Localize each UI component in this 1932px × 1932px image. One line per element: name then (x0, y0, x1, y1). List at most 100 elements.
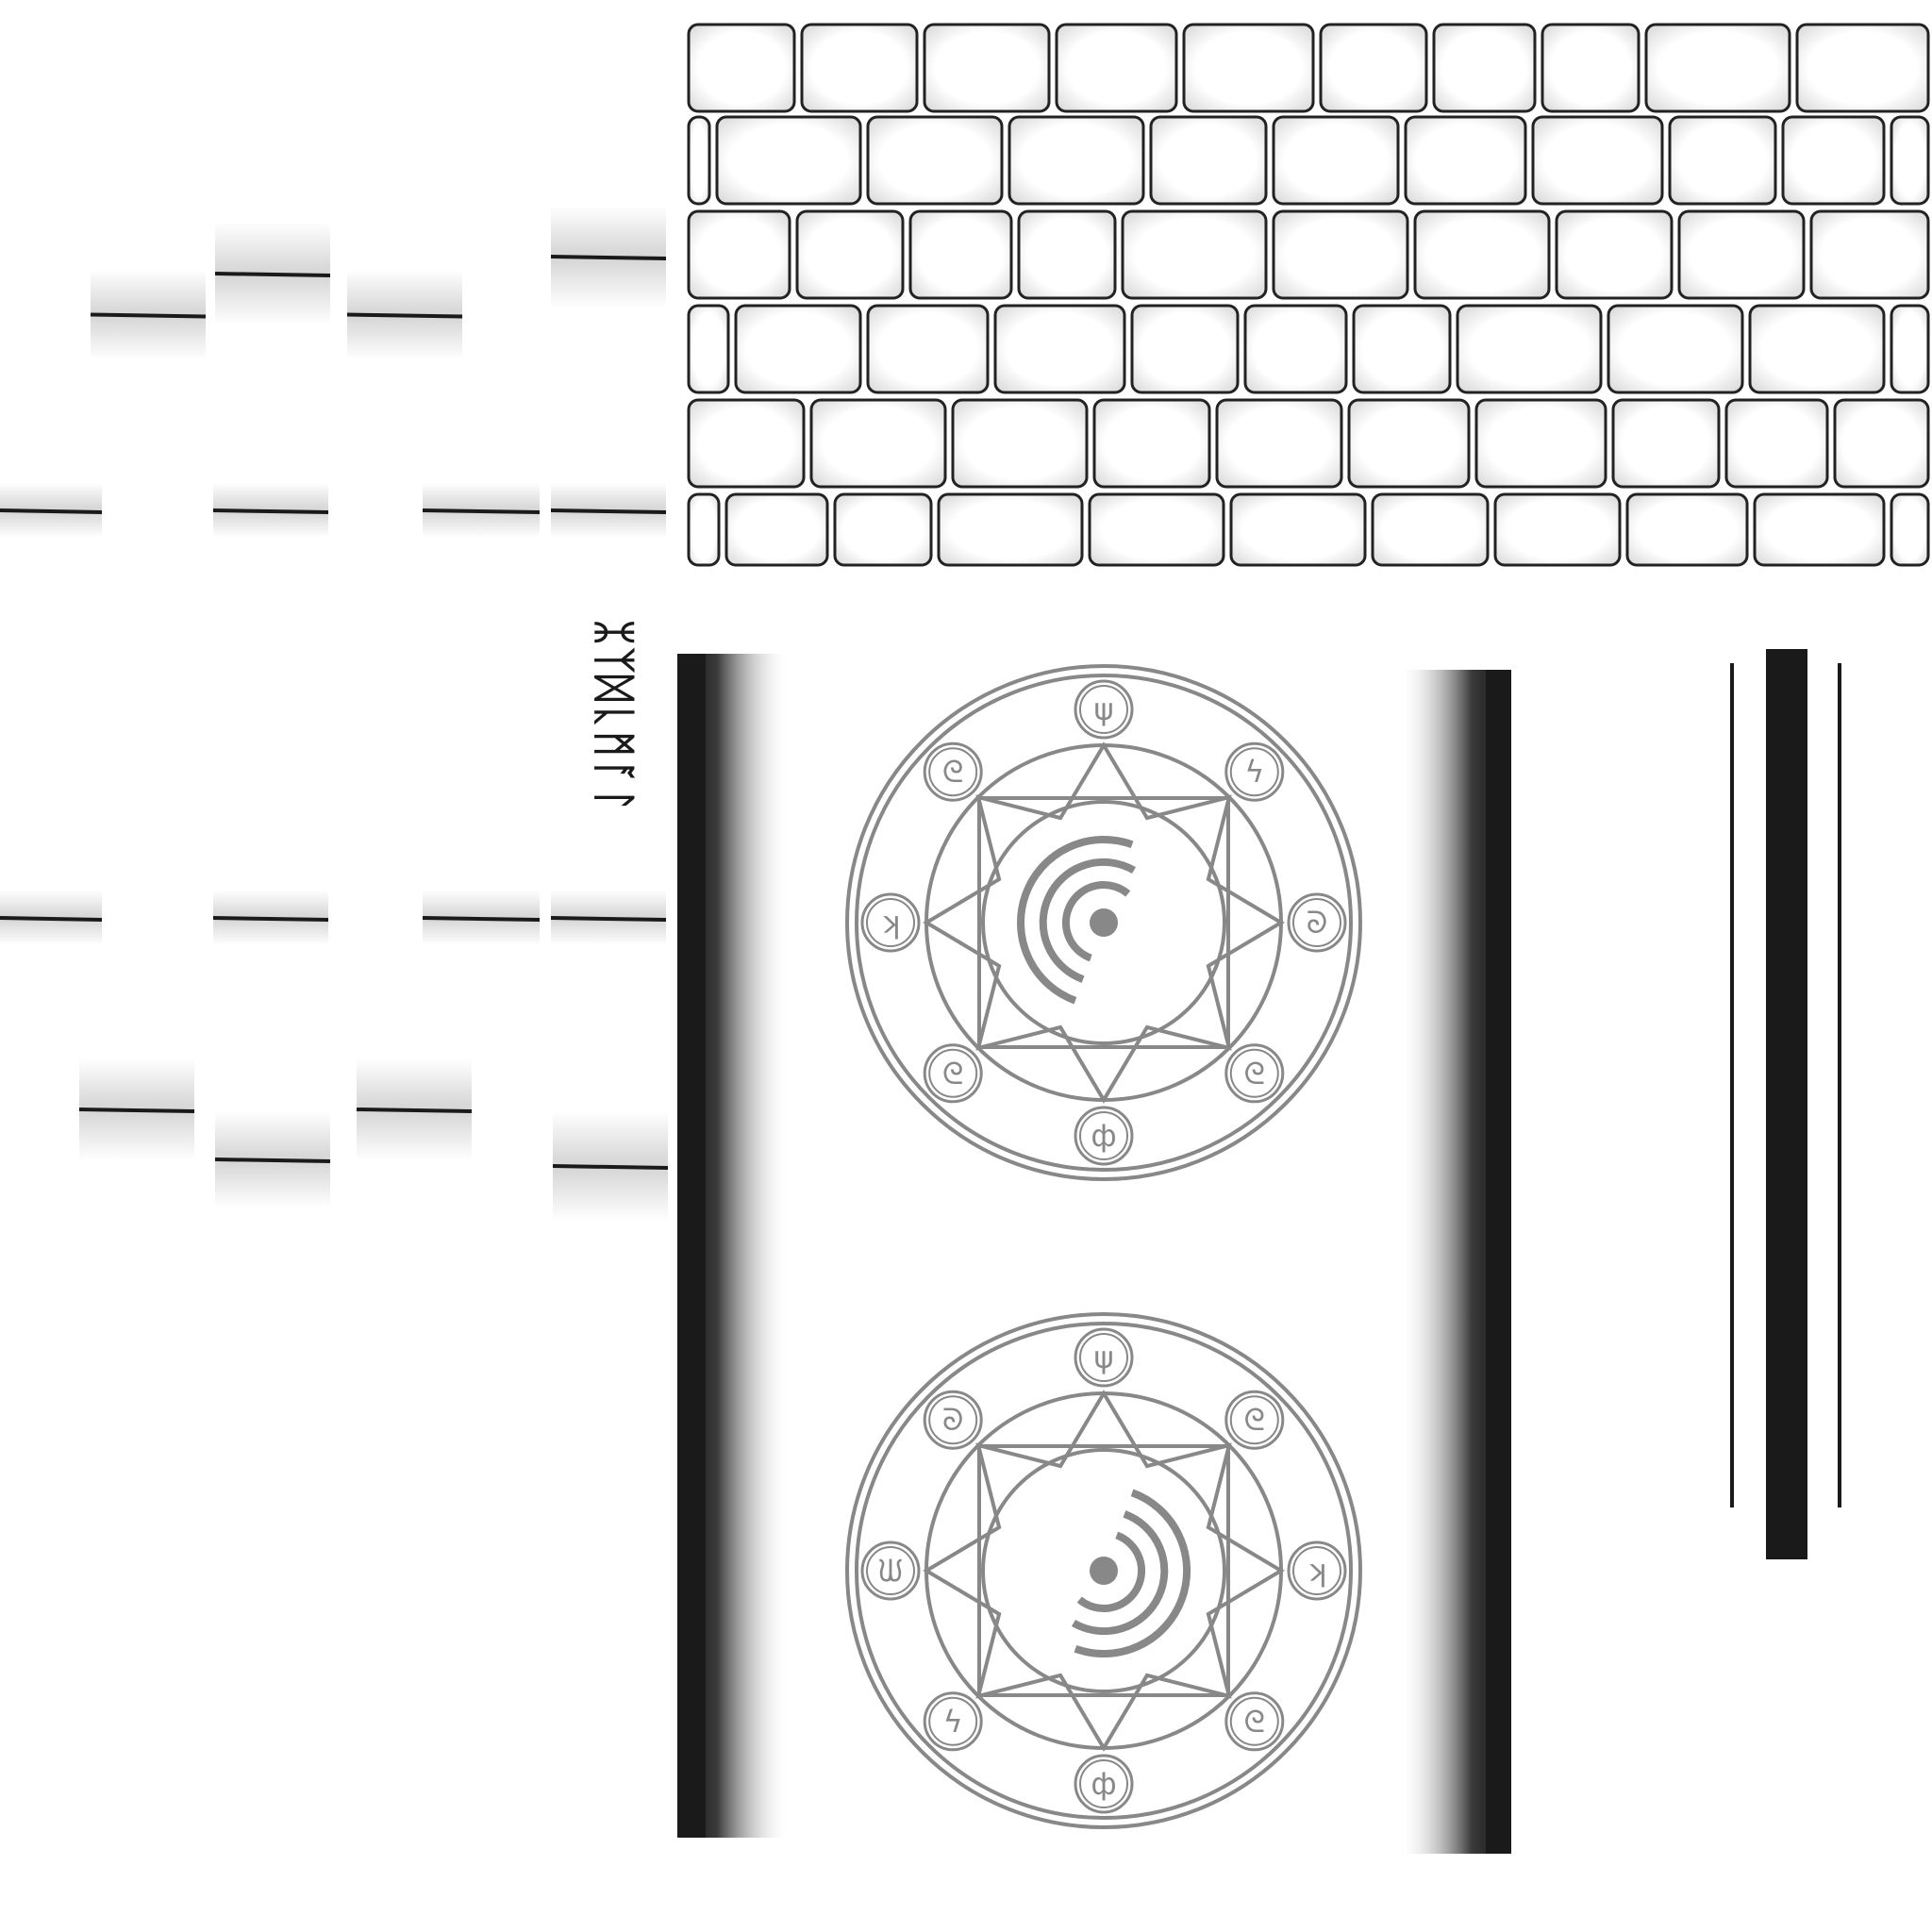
rune-glyph: ᘓ (942, 1056, 964, 1091)
brick-wall-texture (685, 21, 1932, 569)
brick (734, 304, 862, 394)
seam-line-strip (0, 206, 669, 1221)
brick (715, 115, 862, 206)
brick (1371, 492, 1490, 567)
brick (1531, 115, 1664, 206)
rune-medallion: ф (1074, 1754, 1134, 1814)
brick (1890, 304, 1930, 394)
brick (1890, 115, 1930, 206)
brick (1182, 23, 1315, 113)
brick (687, 398, 806, 489)
brick (1017, 209, 1117, 300)
rune-medallion: ᘓ (923, 741, 983, 802)
brick (1055, 23, 1178, 113)
brick (1541, 23, 1641, 113)
seam-segment (0, 483, 103, 538)
brick (833, 492, 933, 567)
brick (1121, 209, 1268, 300)
rune-glyph: ϟ (1244, 754, 1264, 790)
brick (687, 304, 730, 394)
rune-medallion: ψ (1074, 679, 1134, 740)
brick (687, 23, 796, 113)
brick (1607, 304, 1744, 394)
rune-medallion: ϟ (1224, 741, 1285, 802)
brick (1347, 398, 1471, 489)
brick (1413, 209, 1551, 300)
brick (1781, 115, 1886, 206)
brick (724, 492, 829, 567)
seam-segment (90, 270, 207, 359)
rune-medallion: ᘐ (923, 1390, 983, 1450)
brick (800, 23, 919, 113)
thick-bar (1766, 649, 1807, 1559)
brick (1795, 23, 1930, 113)
brick (1352, 304, 1452, 394)
rune-glyph: ф (1091, 1118, 1116, 1154)
seam-segment (214, 223, 331, 325)
seam-segment (346, 270, 463, 359)
seam-segment (550, 891, 667, 945)
brick (1215, 398, 1343, 489)
rune-glyph: ᘓ (1244, 1056, 1266, 1091)
brick (1555, 209, 1674, 300)
rune-glyph: ᘓ (1244, 1704, 1266, 1740)
brick (951, 398, 1089, 489)
brick (687, 492, 721, 567)
brick (1625, 492, 1749, 567)
seam-segment (212, 483, 329, 538)
brick (1272, 115, 1400, 206)
brick (866, 304, 990, 394)
rune-medallion: ᘓ (1224, 1043, 1285, 1104)
brick (687, 209, 791, 300)
stone-panel (677, 654, 1511, 1854)
seam-segment (422, 483, 541, 538)
brick (866, 115, 1004, 206)
seam-segment (212, 891, 329, 945)
brick (1748, 304, 1886, 394)
rune-medallion: ф (1074, 1106, 1134, 1166)
seam-segment (78, 1058, 195, 1160)
brick (1008, 115, 1145, 206)
brick (1677, 209, 1806, 300)
magic-circle: ψ ᘓ ʞ ᘓ ф ϟ ᙎ ᘐ (845, 1312, 1362, 1829)
rune-glyph: ψ (1093, 1340, 1113, 1375)
brick (1092, 398, 1211, 489)
brick (1890, 492, 1930, 567)
rune-glyph: ᘓ (942, 754, 964, 790)
rune-medallion: ʞ (1287, 1541, 1347, 1601)
runic-glyph-strip: ᛯᛉᛞᚳᛗᚪᛚ (577, 566, 653, 868)
brick (1493, 492, 1622, 567)
rune-glyph: ᘐ (1307, 905, 1328, 941)
brick (1319, 23, 1428, 113)
brick (1753, 492, 1886, 567)
rune-glyph: ϟ (943, 1704, 963, 1740)
brick (1272, 209, 1409, 300)
brick (1611, 398, 1721, 489)
brick (1243, 304, 1348, 394)
rune-medallion: ᘓ (923, 1043, 983, 1104)
rune-medallion: ᘓ (1224, 1390, 1285, 1450)
magic-circle: ψ ϟ ᘐ ᘓ ф ᘓ ʞ ᘓ (845, 664, 1362, 1181)
brick (1833, 398, 1930, 489)
brick (1474, 398, 1607, 489)
brick (1229, 492, 1367, 567)
brick (1432, 23, 1537, 113)
rune-glyph: ʞ (880, 905, 900, 941)
seam-segment (356, 1058, 473, 1160)
rune-glyph: ᘐ (942, 1402, 964, 1438)
rune-medallion: ϟ (923, 1691, 983, 1752)
rune-glyph: ʞ (1307, 1553, 1326, 1589)
brick (1644, 23, 1791, 113)
brick (937, 492, 1084, 567)
vertical-bar-strip (1730, 649, 1841, 1559)
brick (993, 304, 1126, 394)
rune-medallion: ᘐ (1287, 892, 1347, 953)
rune-glyph: ф (1091, 1766, 1116, 1802)
brick (1088, 492, 1225, 567)
seam-segment (0, 891, 103, 945)
rune-medallion: ᘓ (1224, 1691, 1285, 1752)
runic-inscription: ᛯᛉᛞᚳᛗᚪᛚ (590, 619, 641, 815)
seam-segment (214, 1111, 331, 1208)
rune-glyph: ψ (1093, 691, 1113, 727)
